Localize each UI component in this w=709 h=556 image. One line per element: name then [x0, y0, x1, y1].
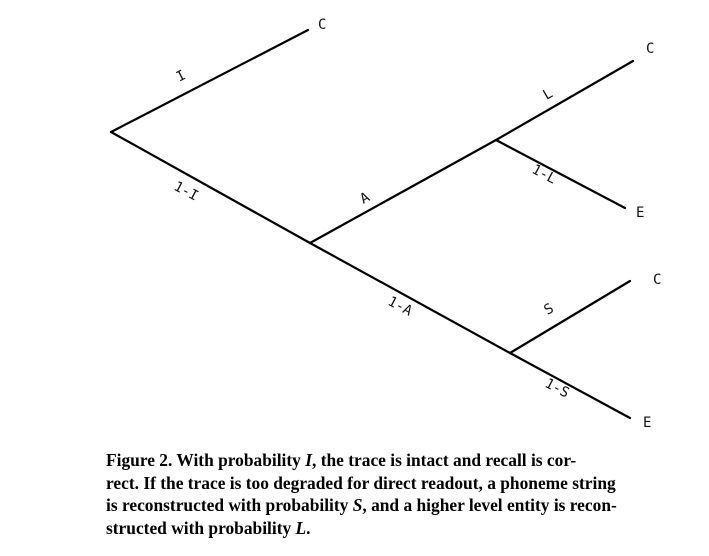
- branch-root-to-top-c: [109, 28, 310, 134]
- label-one-minus-l: 1-L: [529, 161, 559, 187]
- label-a: A: [357, 189, 373, 207]
- caption-line-4: structed with probability L.: [106, 517, 311, 538]
- leaf-lower-e: E: [643, 415, 651, 431]
- label-one-minus-i: 1-I: [171, 178, 201, 204]
- branch-root-to-node-a: [109, 130, 312, 245]
- leaf-upper-c: C: [646, 41, 654, 57]
- leaf-upper-e: E: [636, 205, 644, 221]
- label-i: I: [174, 67, 189, 85]
- label-s: S: [541, 300, 556, 318]
- branch-upper-node-to-c: [494, 59, 635, 142]
- label-one-minus-s: 1-S: [542, 375, 572, 401]
- caption-line-3: is reconstructed with probability S, and…: [106, 495, 617, 515]
- figure-caption: Figure 2. With probability I, the trace …: [106, 449, 706, 539]
- caption-line-2: rect. If the trace is too degraded for d…: [106, 472, 616, 493]
- branch-lower-node-to-c: [508, 279, 632, 355]
- branch-upper-node-to-e: [494, 138, 627, 210]
- caption-line-1: Figure 2. With probability I, the trace …: [106, 450, 577, 470]
- branch-node-a-to-lower-node: [308, 241, 512, 355]
- label-l: L: [540, 85, 555, 103]
- leaf-lower-c: C: [653, 272, 661, 288]
- branch-node-a-to-upper-node: [308, 138, 498, 245]
- probability-tree-diagram: I 1-I A 1-A L 1-L S 1-S C C E C E: [109, 17, 661, 431]
- leaf-top-c: C: [318, 17, 326, 33]
- branch-lower-node-to-e: [508, 351, 632, 420]
